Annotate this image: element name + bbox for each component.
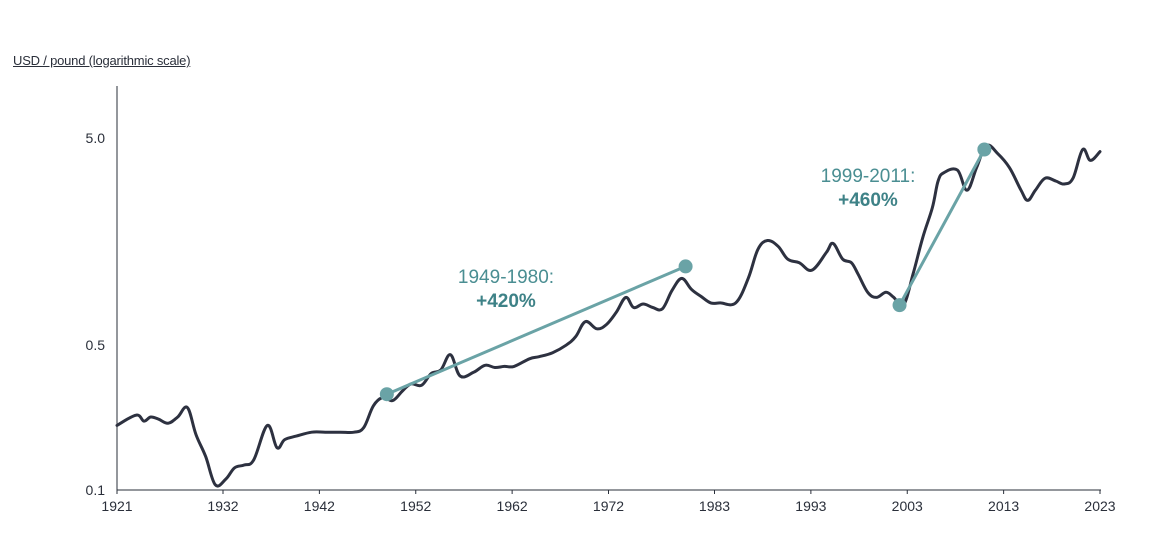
- trend-end-marker: [977, 142, 992, 157]
- annotation-layer: [379, 142, 992, 402]
- x-tick-label: 1921: [101, 498, 132, 514]
- price-series-line: [115, 143, 1102, 488]
- annotation-1949-1980: 1949-1980: +420%: [436, 266, 576, 314]
- x-tick-label: 2013: [988, 498, 1019, 514]
- trend-line: [386, 265, 687, 396]
- trend-start-marker: [892, 298, 907, 313]
- y-tick-label: 5.0: [86, 130, 106, 146]
- trend-line: [898, 148, 986, 306]
- y-tick-label: 0.1: [86, 482, 106, 498]
- annotation-change: +420%: [476, 291, 536, 312]
- trend-end-marker: [678, 259, 693, 274]
- x-tick-label: 1932: [207, 498, 238, 514]
- x-tick-label: 2023: [1084, 498, 1115, 514]
- annotation-period: 1999-2011:: [820, 166, 916, 187]
- trend-start-marker: [379, 387, 394, 402]
- chart-axes: 0.1 0.5 5.0 1921 1932 1942 1952 1962 1972 1983 199…: [86, 86, 1116, 514]
- y-tick-label: 0.5: [86, 337, 106, 353]
- x-tick-label: 1962: [497, 498, 528, 514]
- y-axis-title: USD / pound (logarithmic scale): [13, 53, 191, 68]
- series-layer: [115, 143, 1102, 488]
- annotation-1999-2011: 1999-2011: +460%: [798, 165, 938, 213]
- x-tick-label: 1952: [400, 498, 431, 514]
- annotation-change: +460%: [838, 190, 898, 211]
- x-tick-label: 1972: [593, 498, 624, 514]
- x-tick-label: 2003: [892, 498, 923, 514]
- x-tick-label: 1942: [304, 498, 335, 514]
- x-tick-label: 1983: [699, 498, 730, 514]
- x-tick-label: 1993: [795, 498, 826, 514]
- annotation-period: 1949-1980:: [457, 267, 555, 288]
